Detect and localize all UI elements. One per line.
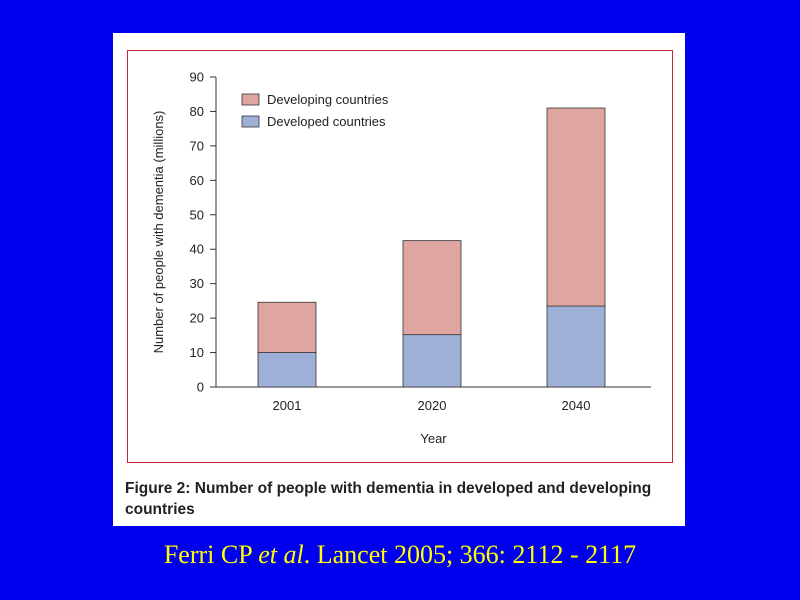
bar-developed-2020 xyxy=(402,334,462,388)
caption-text: Number of people with dementia in develo… xyxy=(125,480,652,518)
y-tick-label: 0 xyxy=(197,380,204,395)
bar-developed-2040 xyxy=(546,305,606,388)
citation-italic: et al xyxy=(258,540,304,569)
y-tick-label: 10 xyxy=(190,345,204,360)
x-tick-label: 2001 xyxy=(273,398,302,413)
legend-swatch-developing xyxy=(241,93,260,106)
figure-caption: Figure 2: Number of people with dementia… xyxy=(125,478,665,520)
bar-chart: 0 10 20 30 40 50 60 70 80 90 Number of people with… xyxy=(151,70,651,446)
y-tick-label: 80 xyxy=(190,104,204,119)
y-tick-label: 40 xyxy=(190,242,204,257)
bar-developing-2040 xyxy=(546,107,606,307)
x-axis-label: Year xyxy=(420,431,447,446)
caption-label: Figure 2: xyxy=(125,480,191,497)
y-tick-label: 90 xyxy=(190,70,204,85)
citation: Ferri CP et al. Lancet 2005; 366: 2112 -… xyxy=(0,540,800,570)
legend-swatch-developed xyxy=(241,115,260,128)
y-tick-label: 60 xyxy=(190,173,204,188)
y-axis-label: Number of people with dementia (millions… xyxy=(151,111,166,354)
bar-developed-2001 xyxy=(257,352,317,388)
figure-card: 0 10 20 30 40 50 60 70 80 90 Number of people with… xyxy=(113,33,685,526)
legend-label-developed: Developed countries xyxy=(267,114,386,129)
legend-label-developing: Developing countries xyxy=(267,92,389,107)
bar-developing-2020 xyxy=(402,240,462,336)
y-tick-label: 50 xyxy=(190,207,204,222)
figure-frame xyxy=(127,50,673,463)
citation-prefix: Ferri CP xyxy=(163,540,259,569)
y-tick-label: 20 xyxy=(190,311,204,326)
x-tick-label: 2020 xyxy=(418,398,447,413)
y-tick-label: 30 xyxy=(190,276,204,291)
citation-suffix: . Lancet 2005; 366: 2112 - 2117 xyxy=(303,540,637,569)
bar-developing-2001 xyxy=(257,301,317,353)
x-tick-label: 2040 xyxy=(562,398,591,413)
y-tick-label: 70 xyxy=(190,138,204,153)
